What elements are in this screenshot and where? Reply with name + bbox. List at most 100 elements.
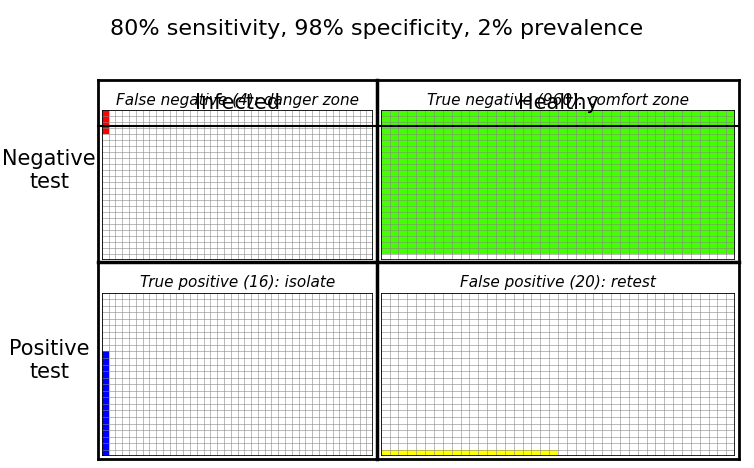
Bar bbox=[549, 248, 558, 254]
Bar bbox=[513, 200, 523, 206]
Bar bbox=[496, 242, 505, 248]
Bar bbox=[478, 134, 487, 140]
Bar bbox=[102, 128, 109, 134]
Bar bbox=[629, 206, 638, 212]
Bar bbox=[602, 158, 611, 164]
Bar bbox=[523, 212, 532, 218]
Bar bbox=[513, 224, 523, 230]
Bar bbox=[700, 176, 709, 182]
Bar bbox=[381, 158, 390, 164]
Bar bbox=[513, 140, 523, 146]
Bar bbox=[567, 224, 576, 230]
Bar bbox=[673, 146, 682, 152]
Bar bbox=[682, 230, 691, 236]
Bar bbox=[478, 116, 487, 122]
Bar bbox=[523, 146, 532, 152]
Bar bbox=[718, 236, 726, 242]
Bar bbox=[416, 128, 425, 134]
Bar bbox=[532, 158, 540, 164]
Bar bbox=[425, 194, 434, 200]
Bar bbox=[691, 182, 700, 188]
Bar bbox=[691, 140, 700, 146]
Bar bbox=[478, 248, 487, 254]
Bar bbox=[700, 146, 709, 152]
Bar bbox=[549, 152, 558, 158]
Bar bbox=[602, 230, 611, 236]
Bar bbox=[611, 128, 620, 134]
Bar bbox=[718, 158, 726, 164]
Bar bbox=[593, 122, 602, 128]
Bar bbox=[709, 170, 718, 176]
Bar bbox=[407, 140, 416, 146]
Bar bbox=[629, 188, 638, 194]
Bar bbox=[664, 134, 673, 140]
Bar bbox=[434, 242, 443, 248]
Bar bbox=[718, 146, 726, 152]
Bar bbox=[602, 236, 611, 242]
Bar bbox=[709, 110, 718, 116]
Bar bbox=[523, 128, 532, 134]
Bar bbox=[726, 206, 735, 212]
Bar bbox=[461, 146, 469, 152]
Bar bbox=[602, 242, 611, 248]
Bar bbox=[655, 110, 664, 116]
Bar bbox=[416, 110, 425, 116]
Bar bbox=[567, 248, 576, 254]
Bar bbox=[381, 116, 390, 122]
Bar bbox=[638, 146, 647, 152]
Bar bbox=[478, 188, 487, 194]
Bar bbox=[434, 218, 443, 224]
Bar bbox=[558, 140, 567, 146]
Bar bbox=[602, 116, 611, 122]
Bar bbox=[726, 230, 735, 236]
Bar bbox=[478, 242, 487, 248]
Bar bbox=[620, 242, 629, 248]
Bar bbox=[718, 110, 726, 116]
Bar bbox=[443, 170, 452, 176]
Bar bbox=[390, 206, 398, 212]
Bar bbox=[709, 236, 718, 242]
Bar bbox=[558, 194, 567, 200]
Bar bbox=[496, 230, 505, 236]
Bar bbox=[682, 194, 691, 200]
Bar bbox=[523, 152, 532, 158]
Bar bbox=[664, 200, 673, 206]
Bar bbox=[540, 200, 549, 206]
Bar bbox=[602, 176, 611, 182]
Bar bbox=[532, 176, 540, 182]
Bar bbox=[416, 230, 425, 236]
Bar bbox=[709, 164, 718, 170]
Bar bbox=[700, 224, 709, 230]
Bar bbox=[673, 170, 682, 176]
Bar bbox=[461, 200, 469, 206]
Bar bbox=[700, 110, 709, 116]
Bar bbox=[505, 164, 513, 170]
Bar bbox=[381, 248, 390, 254]
Bar bbox=[647, 236, 655, 242]
Bar bbox=[620, 194, 629, 200]
Bar bbox=[629, 146, 638, 152]
Bar bbox=[416, 140, 425, 146]
Bar bbox=[443, 164, 452, 170]
Bar bbox=[718, 122, 726, 128]
Bar bbox=[691, 152, 700, 158]
Bar bbox=[523, 230, 532, 236]
Bar bbox=[709, 116, 718, 122]
Bar bbox=[620, 200, 629, 206]
Bar bbox=[434, 224, 443, 230]
Bar bbox=[381, 218, 390, 224]
Bar bbox=[647, 248, 655, 254]
Bar bbox=[443, 236, 452, 242]
Bar bbox=[540, 170, 549, 176]
Bar bbox=[682, 170, 691, 176]
Bar bbox=[584, 116, 593, 122]
Bar bbox=[443, 146, 452, 152]
Bar bbox=[655, 218, 664, 224]
Bar bbox=[655, 212, 664, 218]
Bar bbox=[664, 140, 673, 146]
Bar bbox=[381, 140, 390, 146]
Bar bbox=[505, 242, 513, 248]
Bar bbox=[381, 182, 390, 188]
Bar bbox=[638, 134, 647, 140]
Bar bbox=[593, 146, 602, 152]
